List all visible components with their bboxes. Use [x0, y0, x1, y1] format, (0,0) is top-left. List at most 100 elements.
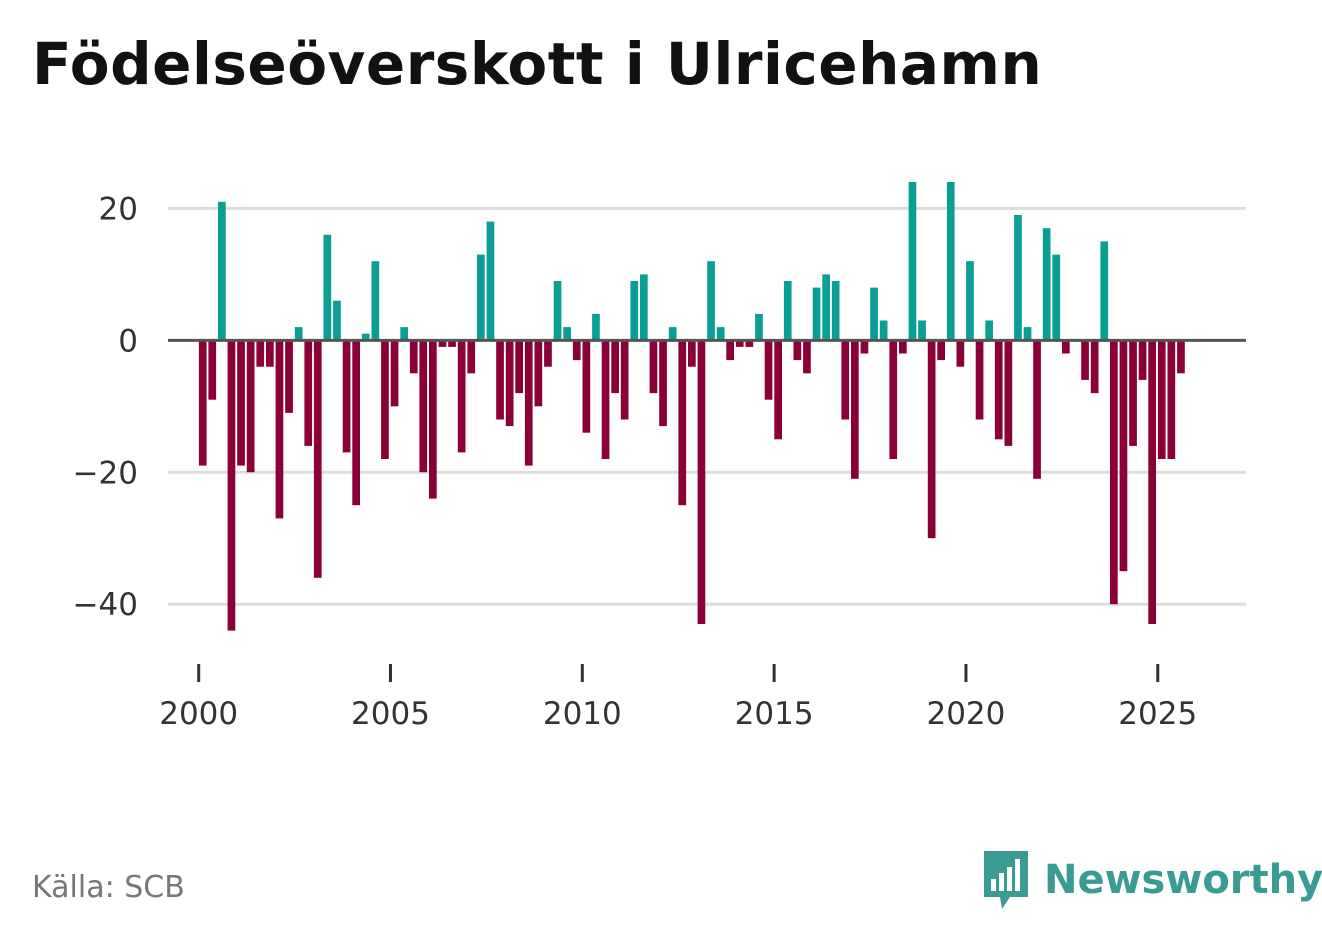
- tick-labels: 20 0 −20 −40 2000 2005 2010 2015 2020 2025: [73, 191, 1198, 732]
- bar-positive: [592, 313, 600, 341]
- bar-positive: [908, 182, 917, 341]
- bar-negative: [208, 340, 217, 400]
- bar-negative: [620, 340, 629, 420]
- bar-negative: [419, 340, 428, 473]
- bar-positive: [486, 221, 495, 341]
- bar-negative: [313, 340, 322, 578]
- bar-positive: [946, 182, 955, 341]
- bar-positive: [985, 320, 993, 341]
- grid-lines: [168, 206, 1246, 606]
- bar-negative: [611, 340, 619, 394]
- bar-negative: [438, 340, 447, 347]
- bar-positive: [831, 281, 840, 341]
- bar-negative: [956, 340, 965, 367]
- x-tick-label: 2005: [351, 696, 430, 732]
- bar-negative: [544, 340, 552, 367]
- bar-negative: [1004, 340, 1013, 446]
- bar-positive: [1023, 327, 1032, 341]
- bar-negative: [256, 340, 265, 367]
- y-tick-label: 0: [118, 323, 138, 359]
- bar-negative: [601, 340, 610, 459]
- bar-negative: [975, 340, 984, 420]
- bar-positive: [563, 327, 571, 341]
- bar-negative: [659, 340, 667, 427]
- bar-positive: [477, 254, 485, 341]
- bar-positive: [668, 327, 677, 341]
- bar-negative: [266, 340, 274, 367]
- bar-negative: [860, 340, 869, 354]
- bar-negative: [889, 340, 898, 459]
- x-tick-label: 2025: [1118, 696, 1197, 732]
- bar-negative: [688, 340, 696, 367]
- bar-positive: [716, 327, 725, 341]
- bar-negative: [381, 340, 389, 459]
- bar-negative: [899, 340, 907, 354]
- bar-positive: [822, 274, 830, 341]
- bar-positive: [870, 287, 878, 341]
- bar-negative: [505, 340, 514, 427]
- bar-negative: [515, 340, 523, 394]
- bar-positive: [333, 300, 341, 341]
- bar-positive: [1014, 215, 1022, 341]
- bar-positive: [553, 281, 562, 341]
- bar-negative: [764, 340, 773, 400]
- y-tick-label: −40: [73, 587, 138, 623]
- bar-negative: [227, 340, 236, 631]
- chart-title: Födelseöverskott i Ulricehamn: [32, 30, 1043, 98]
- bar-negative: [678, 340, 687, 506]
- bar-negative: [1167, 340, 1176, 459]
- bar-positive: [323, 234, 332, 341]
- bar-chart-speech-bubble-icon: [984, 851, 1028, 909]
- bar-negative: [1062, 340, 1070, 354]
- bar-negative: [745, 340, 754, 347]
- y-tick-label: −20: [73, 455, 138, 491]
- bar-negative: [246, 340, 255, 473]
- axes: [168, 338, 1246, 682]
- x-tick-label: 2010: [543, 696, 622, 732]
- bar-negative: [774, 340, 782, 440]
- bar-negative: [841, 340, 850, 420]
- x-tick-label: 2020: [926, 696, 1005, 732]
- bar-negative: [198, 340, 207, 466]
- bar-negative: [649, 340, 658, 394]
- source-label: Källa: SCB: [32, 870, 185, 905]
- bar-negative: [994, 340, 1003, 440]
- bar-positive: [783, 281, 792, 341]
- bar-positive: [812, 287, 821, 341]
- bar-positive: [918, 320, 926, 341]
- bar-positive: [1042, 228, 1051, 341]
- bar-negative: [937, 340, 945, 361]
- bar-positive: [1100, 241, 1109, 341]
- bar-negative: [1033, 340, 1041, 479]
- bar-negative: [1138, 340, 1147, 380]
- bar-negative: [803, 340, 811, 374]
- bar-negative: [304, 340, 313, 446]
- bar-negative: [793, 340, 802, 361]
- bar-negative: [1129, 340, 1137, 446]
- bars: [198, 182, 1185, 631]
- bar-negative: [697, 340, 706, 624]
- bar-negative: [1110, 340, 1118, 605]
- bar-positive: [1052, 254, 1061, 341]
- bar-negative: [534, 340, 543, 407]
- bar-negative: [1177, 340, 1185, 374]
- bar-positive: [966, 261, 974, 341]
- bar-negative: [927, 340, 936, 539]
- bar-positive: [400, 327, 408, 341]
- bar-negative: [390, 340, 399, 407]
- bar-positive: [707, 261, 715, 341]
- bar-negative: [1148, 340, 1156, 624]
- bar-negative: [429, 340, 437, 499]
- x-tick-label: 2000: [159, 696, 238, 732]
- bar-negative: [237, 340, 245, 466]
- brand[interactable]: Newsworthy: [980, 848, 1322, 912]
- bar-negative: [735, 340, 744, 347]
- bar-negative: [582, 340, 591, 433]
- bar-positive: [640, 274, 648, 341]
- bar-negative: [496, 340, 504, 420]
- bar-negative: [467, 340, 476, 374]
- x-tick-label: 2015: [735, 696, 814, 732]
- bar-positive: [218, 201, 226, 341]
- bar-negative: [448, 340, 456, 347]
